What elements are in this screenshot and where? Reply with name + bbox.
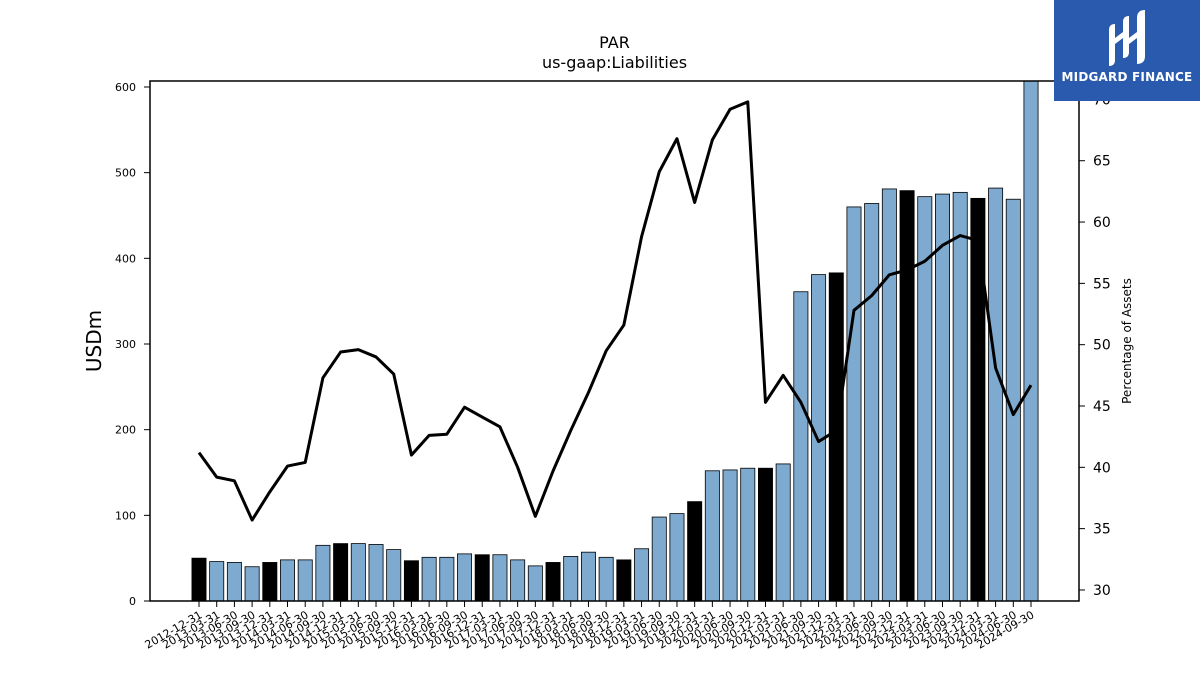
- y2-tick-label: 30: [1093, 583, 1111, 599]
- bar-2020-03-31: [704, 470, 720, 602]
- bar-2022-09-30: [881, 188, 897, 602]
- bar-2012-12-31: [191, 557, 207, 602]
- bar-2020-09-30: [740, 467, 756, 602]
- bar-2017-09-30: [527, 565, 543, 602]
- bar-2013-12-31: [262, 562, 278, 602]
- bar-2017-06-30: [510, 559, 526, 602]
- bar-2022-12-31: [899, 190, 915, 602]
- right-axis: 303540455055606570: [1079, 92, 1111, 599]
- bar-2013-09-30: [244, 566, 260, 602]
- bar-2022-06-30: [864, 203, 880, 602]
- plot-frame: [149, 80, 1080, 602]
- bar-2014-06-30: [297, 559, 313, 602]
- y2-tick-label: 40: [1093, 460, 1111, 476]
- bar-2016-12-31: [474, 554, 490, 602]
- y-tick-label: 200: [115, 424, 136, 437]
- bar-2019-12-31: [687, 501, 703, 602]
- bar-2024-09-30: [1023, 80, 1039, 602]
- percentage-line: [197, 100, 1033, 522]
- bar-2023-06-30: [935, 193, 950, 602]
- bar-2021-12-31: [828, 272, 844, 602]
- bar-2015-09-30: [386, 549, 402, 602]
- bar-2017-03-31: [492, 554, 508, 602]
- bar-2018-06-30: [580, 551, 596, 602]
- bar-2018-03-31: [563, 556, 579, 602]
- bar-2020-12-31: [757, 467, 773, 602]
- chart-title: PAR: [599, 33, 630, 52]
- bar-2022-03-31: [846, 206, 862, 602]
- bar-2024-03-31: [988, 187, 1004, 602]
- y2-tick-label: 55: [1093, 276, 1111, 292]
- bar-2015-06-30: [368, 544, 384, 602]
- brand-name: MIDGARD FINANCE: [1061, 70, 1193, 84]
- y-tick-label: 300: [115, 338, 136, 351]
- bar-2014-12-31: [333, 543, 349, 602]
- y2-axis-label: Percentage of Assets: [1120, 278, 1134, 404]
- y-tick-label: 100: [115, 509, 136, 522]
- bar-2023-12-31: [970, 197, 986, 602]
- bar-2016-03-31: [421, 556, 437, 602]
- y2-tick-label: 65: [1093, 154, 1111, 170]
- y-tick-label: 600: [115, 81, 136, 94]
- y-axis-label: USDm: [82, 310, 106, 372]
- bars-layer: [191, 80, 1039, 602]
- chart-subtitle: us-gaap:Liabilities: [542, 53, 687, 72]
- brand-mark-icon: [1109, 10, 1145, 66]
- bar-2023-09-30: [952, 191, 968, 602]
- bar-2018-09-30: [598, 556, 614, 602]
- bar-2017-12-31: [545, 562, 561, 602]
- bar-2013-06-30: [226, 562, 242, 602]
- x-axis: 2012-12-312013-03-312013-06-302013-09-30…: [143, 601, 1037, 652]
- bar-2019-09-30: [669, 513, 685, 602]
- bar-2014-09-30: [315, 544, 331, 602]
- bar-2019-06-30: [651, 516, 667, 602]
- bar-2021-03-31: [775, 463, 791, 602]
- bar-2021-06-30: [793, 291, 809, 602]
- bar-2013-03-31: [209, 561, 225, 602]
- bar-2016-09-30: [457, 553, 473, 602]
- y2-tick-label: 60: [1093, 215, 1111, 231]
- y2-tick-label: 35: [1093, 522, 1111, 538]
- y2-tick-label: 45: [1093, 399, 1111, 415]
- y2-tick-label: 50: [1093, 338, 1111, 354]
- bar-2019-03-31: [634, 548, 650, 602]
- y-tick-label: 0: [129, 595, 136, 608]
- bar-2015-03-31: [350, 543, 366, 602]
- bar-2015-12-31: [403, 560, 419, 602]
- line-layer: [197, 100, 1033, 522]
- left-axis: 0 100 200 300 400 500 600: [115, 81, 150, 608]
- bar-2018-12-31: [616, 559, 632, 602]
- bar-2014-03-31: [280, 559, 295, 602]
- bar-2016-06-30: [439, 556, 455, 602]
- bar-2020-06-30: [722, 469, 738, 602]
- y-tick-label: 400: [115, 252, 136, 265]
- y-tick-label: 500: [115, 167, 136, 180]
- brand-logo: MIDGARD FINANCE: [1054, 0, 1200, 101]
